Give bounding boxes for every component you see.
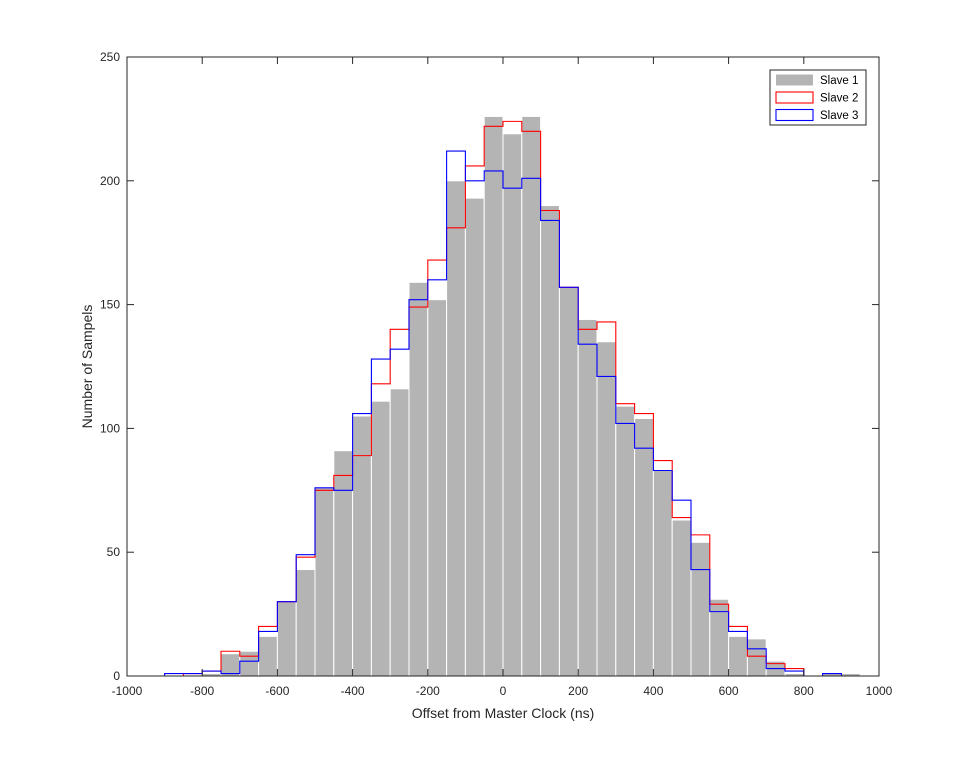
slave-1-bar — [690, 541, 711, 677]
axis-ticks: -1000 -800 -600 -400 -200 0 200 400 600 800 1000 0 5… — [100, 50, 893, 698]
y-tick-label: 150 — [100, 298, 120, 312]
x-tick-label: 600 — [719, 684, 739, 698]
slave-1-bar — [652, 469, 673, 677]
slave-1-bar — [502, 133, 523, 677]
y-tick-label: 100 — [100, 421, 120, 435]
slave-1-bar — [577, 318, 598, 677]
legend-swatch — [776, 74, 813, 86]
slave-1-bar — [615, 405, 636, 677]
slave-1-bar — [709, 598, 730, 677]
slave-1-bar — [370, 400, 391, 677]
x-tick-label: -1000 — [112, 684, 143, 698]
x-tick-label: 200 — [568, 684, 588, 698]
slave-1-bar — [521, 115, 542, 677]
slave-1-bar — [558, 286, 579, 677]
slave-1-bar — [220, 653, 241, 677]
slave-1-bar — [314, 487, 335, 677]
slave-1-bar — [276, 601, 297, 677]
slave-1-bar — [540, 205, 560, 677]
slave-1-bar — [408, 281, 429, 677]
slave-1-bar — [258, 635, 278, 677]
slave-1-bar — [671, 519, 692, 677]
x-tick-label: -200 — [416, 684, 440, 698]
x-tick-label: -800 — [190, 684, 214, 698]
slave-1-bar — [634, 417, 654, 677]
legend-label: Slave 2 — [820, 93, 858, 105]
y-tick-label: 0 — [113, 669, 120, 683]
slave-1-bar — [464, 197, 485, 677]
slave-1-bar — [295, 569, 316, 677]
x-tick-label: -400 — [341, 684, 365, 698]
slave-1-bars — [201, 115, 861, 677]
x-tick-label: 1000 — [866, 684, 893, 698]
slave-1-bar — [446, 180, 466, 677]
slave-1-bar — [483, 115, 504, 677]
slave-1-bar — [352, 415, 372, 677]
x-tick-label: -600 — [265, 684, 289, 698]
slave-1-bar — [389, 388, 410, 677]
x-tick-label: 400 — [643, 684, 663, 698]
legend-label: Slave 3 — [820, 110, 858, 122]
legend-swatch — [775, 91, 814, 104]
x-tick-label: 800 — [794, 684, 814, 698]
slave-1-bar — [239, 650, 260, 677]
legend-swatch — [775, 108, 814, 122]
x-axis-label: Offset from Master Clock (ns) — [412, 705, 595, 721]
stairs-series — [164, 120, 861, 677]
slave-1-bar — [333, 450, 354, 677]
y-tick-label: 250 — [100, 50, 120, 64]
x-tick-label: 0 — [500, 684, 507, 698]
y-tick-label: 200 — [100, 174, 120, 188]
slave-1-bar — [596, 341, 617, 677]
slave-1-bar — [746, 638, 767, 677]
legend: Slave 1 Slave 2 Slave 3 — [769, 69, 867, 126]
legend-label: Slave 1 — [820, 75, 858, 87]
y-tick-label: 50 — [107, 545, 121, 559]
y-axis-label: Number of Sampels — [79, 305, 95, 429]
slave-1-bar — [427, 299, 448, 677]
slave-1-bar — [728, 635, 748, 677]
slave-3-stairs — [164, 150, 861, 677]
